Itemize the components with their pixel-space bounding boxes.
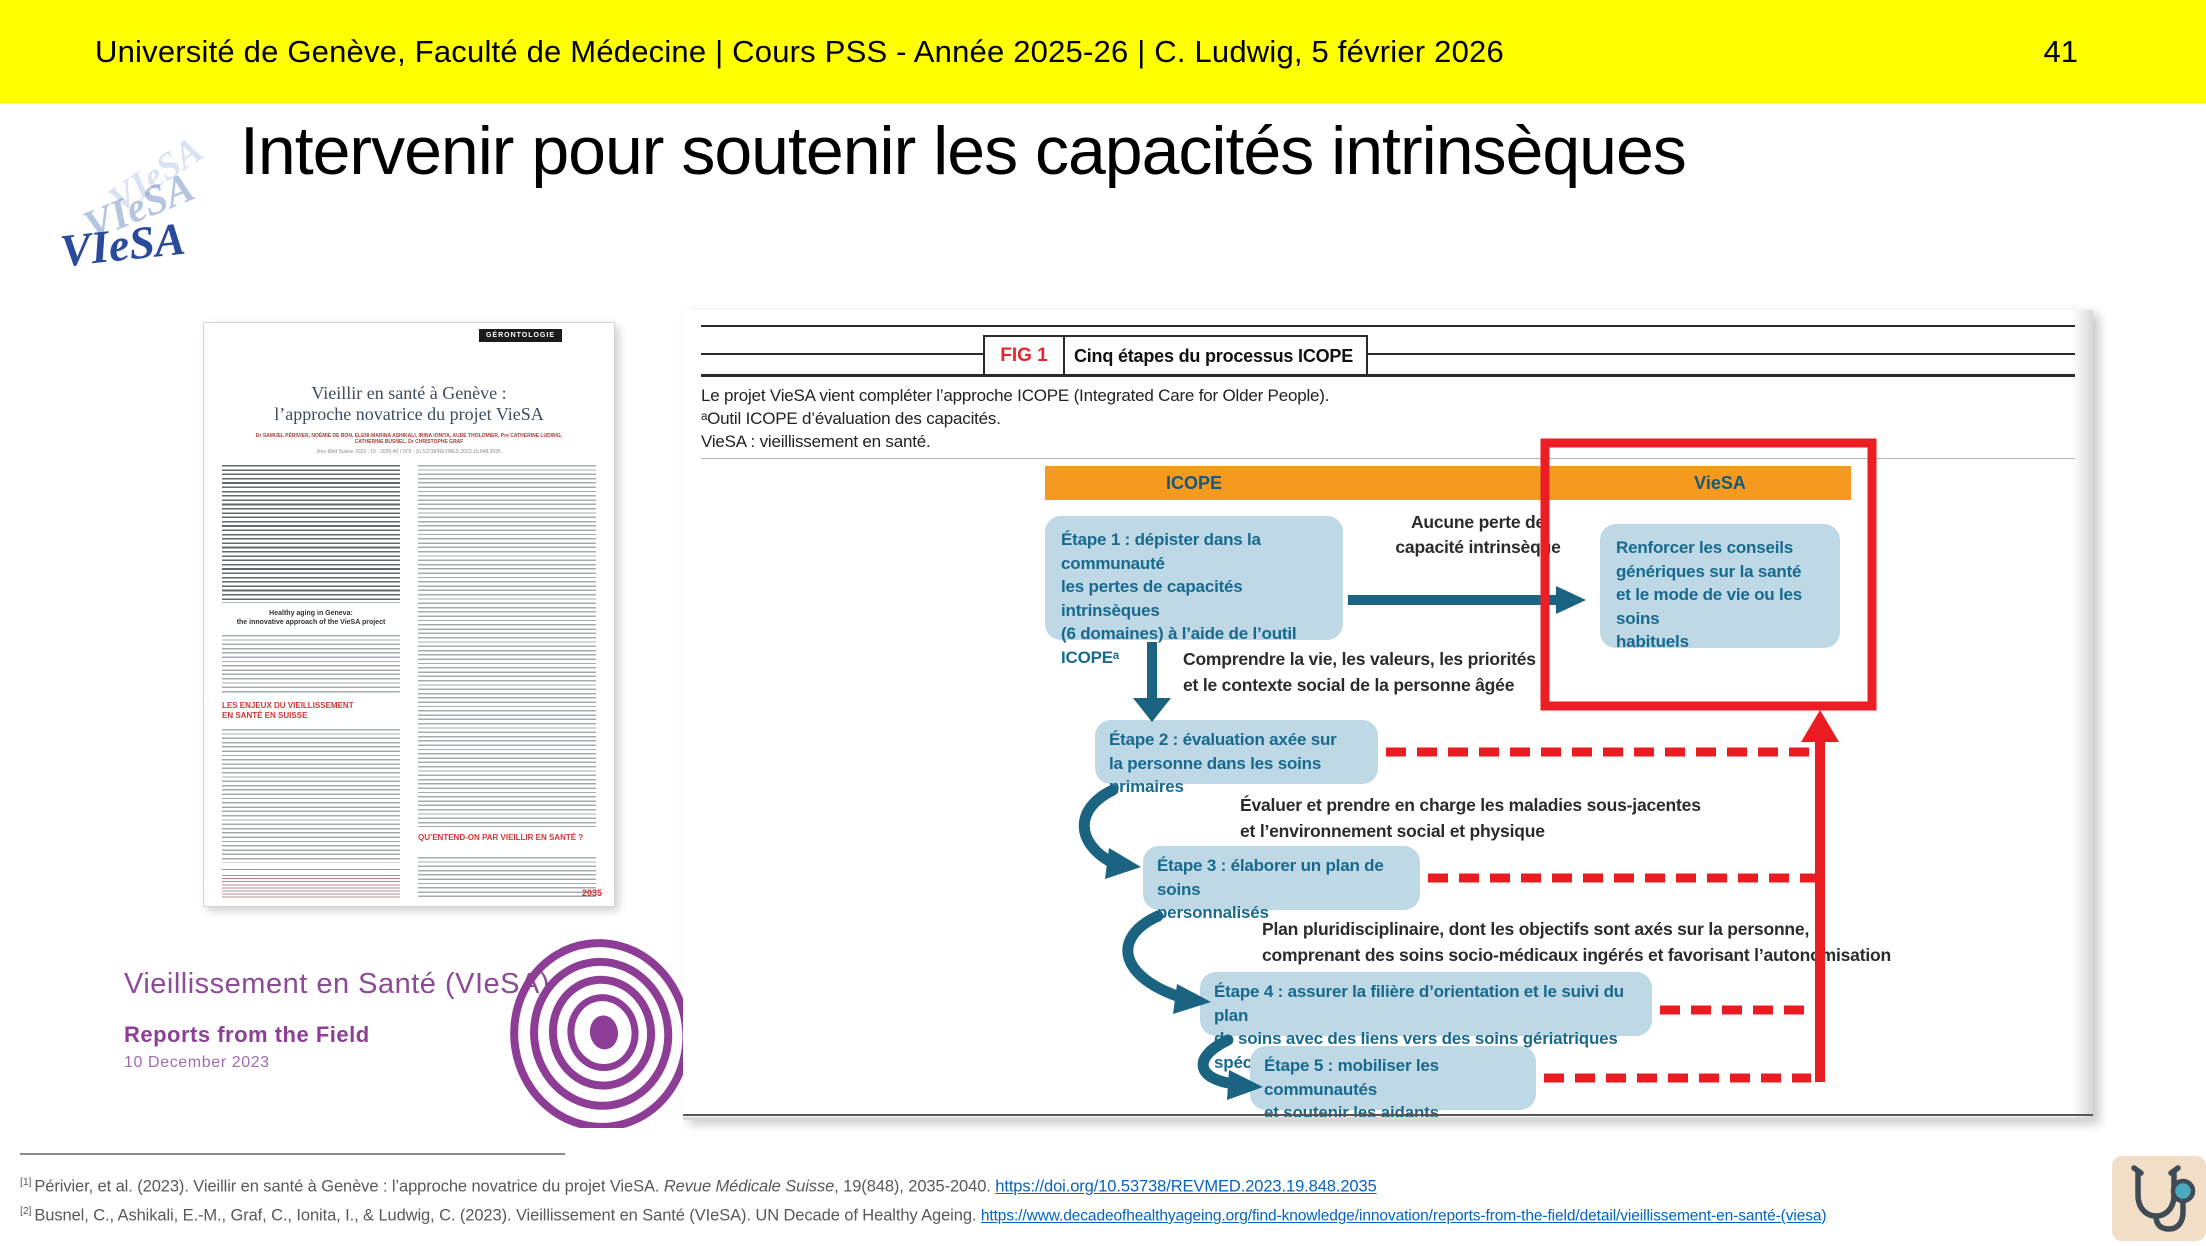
comprendre-label: Comprendre la vie, les valeurs, les prio…	[1183, 649, 1536, 695]
article-thumbnail: GÉRONTOLOGIE Vieillir en santé à Genève …	[203, 322, 615, 907]
article-text-simulated	[418, 465, 596, 827]
figure-rule	[701, 458, 2075, 459]
article-red-heading-left: LES ENJEUX DU VIEILLISSEMENT EN SANTÉ EN…	[222, 701, 354, 720]
etape1-box: Étape 1 : dépister dans la communauté le…	[1045, 516, 1343, 667]
column-header-viesa: VieSA	[1694, 472, 1746, 493]
red-up-arrow	[1801, 710, 1839, 1082]
figure-label: FIG 1	[983, 335, 1065, 377]
etape3-box: Étape 3 : élaborer un plan de soins pers…	[1143, 846, 1420, 922]
viesa-logo: VIeSA VIeSA VIeSA	[52, 104, 242, 277]
stethoscope-icon	[2131, 1165, 2196, 1232]
page-edge-shadow	[2073, 310, 2093, 1120]
arrow-right-icon	[1348, 586, 1586, 614]
viesa-caption-subtitle: Reports from the Field	[124, 1022, 370, 1047]
article-authors: Dr SAMUEL PÉRIVIER, NOÉMIE DE BON, ELENI…	[255, 433, 563, 445]
figure-rule	[701, 325, 2075, 327]
article-text-simulated	[222, 635, 400, 693]
reference-1-marker: [1]	[20, 1176, 32, 1188]
figure-rule	[701, 374, 2075, 377]
article-text-simulated	[418, 857, 596, 899]
figure-rule	[701, 353, 983, 355]
page-bottom-edge	[683, 1114, 2093, 1116]
viesa-caption-date: 10 December 2023	[124, 1054, 270, 1071]
article-badge: GÉRONTOLOGIE	[478, 329, 562, 342]
reference-1-link[interactable]: https://doi.org/10.53738/REVMED.2023.19.…	[995, 1177, 1377, 1196]
reference-2: [2] Busnel, C., Ashikali, E.-M., Graf, C.…	[20, 1205, 1827, 1225]
article-divider	[222, 869, 400, 870]
curved-arrow-icon	[1078, 784, 1241, 1090]
decade-rings-icon	[510, 939, 691, 1128]
column-header-icope: ICOPE	[1165, 472, 1222, 493]
stethoscope-tile	[2112, 1156, 2206, 1241]
article-citation: Rev Med Suisse 2023 ; 19 : 2035-40 | DOI…	[317, 449, 501, 455]
article-footnotes-simulated	[222, 875, 400, 899]
article-title: Vieillir en santé à Genève : l’approche …	[274, 383, 544, 424]
etape4-box: Étape 4 : assurer la filière d’orientati…	[1200, 972, 1652, 1072]
figure-title: Cinq étapes du processus ICOPE	[1061, 335, 1368, 377]
reference-2-marker: [2]	[20, 1205, 32, 1217]
viesa-logo-text: VIeSA	[57, 212, 188, 277]
page-bottom-edge	[683, 1117, 2093, 1120]
no-loss-label: Aucune perte de capacité intrinsèque	[1395, 512, 1561, 557]
header-text: Université de Genève, Faculté de Médecin…	[95, 33, 1504, 69]
article-red-heading-right: QU’ENTEND-ON PAR VIEILLIR EN SANTÉ ?	[418, 833, 584, 842]
viesa-caption-title: Vieillissement en Santé (VIeSA)	[124, 968, 551, 1000]
header-bar: Université de Genève, Faculté de Médecin…	[0, 0, 2206, 103]
plan-label: Plan pluridisciplinaire, dont les object…	[1262, 919, 1891, 965]
slide-title: Intervenir pour soutenir les capacités i…	[240, 113, 1687, 189]
figure-rule	[1366, 353, 2075, 355]
article-text-simulated	[222, 729, 400, 863]
slide-page-number: 41	[2043, 33, 2078, 69]
etape5-box: Étape 5 : mobiliser les communautés et s…	[1250, 1046, 1536, 1122]
reference-1: [1] Périvier, et al. (2023). Vieillir en …	[20, 1176, 1377, 1196]
etape2-box: Étape 2 : évaluation axée sur la personn…	[1095, 720, 1378, 796]
arrow-down-icon	[1133, 642, 1171, 722]
article-page-number: 2035	[581, 888, 602, 898]
article-english-heading: Healthy aging in Geneva: the innovative …	[236, 610, 386, 626]
figure-caption: VieSA : vieillissement en santé.	[701, 432, 931, 451]
figure-caption: Le projet VieSA vient compléter l’approc…	[701, 386, 1330, 405]
article-text-simulated	[222, 465, 400, 603]
footnote-divider	[20, 1153, 565, 1155]
figure-page: FIG 1 Cinq étapes du processus ICOPE Le …	[683, 310, 2093, 1122]
reference-2-link[interactable]: https://www.decadeofhealthyageing.org/fi…	[980, 1207, 1827, 1225]
figure-caption: ᵃOutil ICOPE d’évaluation des capacités.	[701, 409, 1001, 428]
evaluer-label: Évaluer et prendre en charge les maladie…	[1240, 795, 1701, 841]
renforcer-box: Renforcer les conseils génériques sur la…	[1600, 524, 1840, 651]
